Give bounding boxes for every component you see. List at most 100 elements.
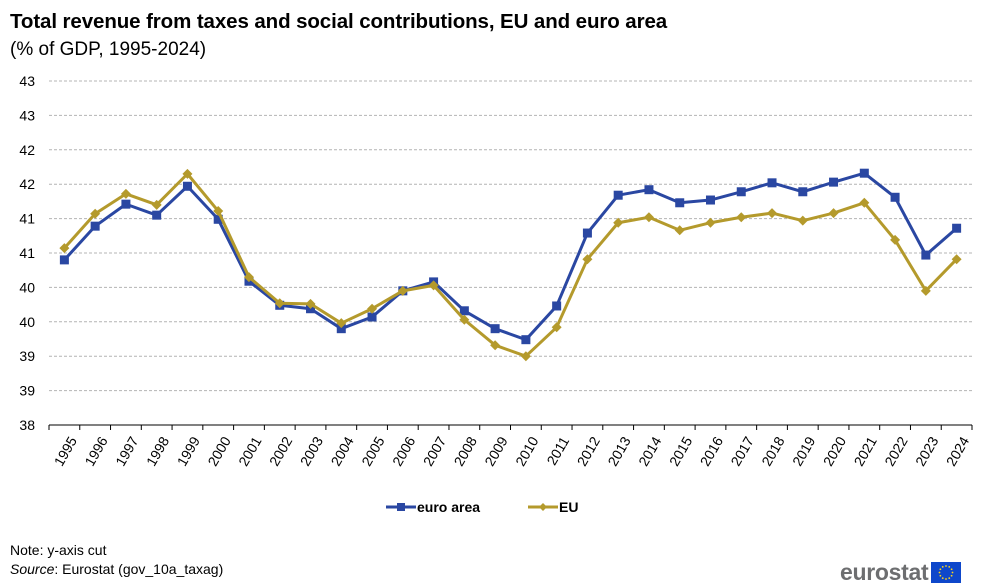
data-point [552, 301, 562, 311]
x-tick-label: 1995 [51, 434, 81, 469]
legend: euro area EU [386, 499, 578, 515]
x-tick-label: 2018 [758, 434, 788, 469]
data-point [336, 318, 347, 329]
data-point [336, 324, 346, 334]
x-tick-label: 1997 [112, 434, 142, 469]
chart-title: Total revenue from taxes and social cont… [10, 10, 668, 33]
data-point [521, 335, 531, 345]
data-point [243, 272, 254, 283]
flag-star [945, 565, 948, 567]
x-tick-label: 2012 [574, 434, 604, 469]
data-point [428, 280, 439, 291]
x-tick-label: 2007 [420, 434, 450, 469]
data-point [182, 181, 192, 191]
x-tick-label: 2020 [820, 434, 850, 469]
chart-source: Source: Eurostat (gov_10a_taxag) [10, 560, 223, 579]
x-axis: 1995 1996 1997 1998 1999 2000 2001 2002 2003 2004… [48, 424, 973, 469]
x-tick-label: 2008 [451, 434, 481, 469]
data-point [736, 187, 746, 197]
eu-flag-icon [931, 562, 962, 583]
x-tick-label: 1999 [174, 434, 204, 469]
flag-star [948, 565, 951, 568]
eurostat-logo-text: eurostat [840, 559, 929, 585]
flag-star [951, 568, 953, 571]
flag-star [939, 574, 942, 577]
x-tick-label: 2000 [204, 434, 234, 469]
data-point [551, 322, 562, 333]
data-point [213, 206, 224, 217]
data-point [952, 223, 962, 233]
data-point [705, 217, 716, 228]
legend-marker [397, 503, 405, 511]
y-tick-label: 41 [19, 245, 35, 261]
y-axis-tick-labels: 38 39 39 40 40 41 41 42 42 43 43 [19, 73, 35, 433]
data-point [736, 212, 747, 223]
flag-star [951, 574, 953, 577]
x-tick-label: 2003 [297, 434, 327, 469]
x-tick-label: 2024 [943, 434, 973, 469]
data-point [798, 187, 808, 197]
x-tick-label: 2009 [481, 434, 511, 469]
data-point [274, 298, 285, 309]
data-point [675, 198, 685, 208]
series-line [63, 171, 958, 342]
y-tick-label: 39 [19, 348, 35, 364]
flag-star [945, 578, 948, 580]
legend-label: EU [559, 499, 578, 515]
chart-note: Note: y-axis cut [10, 542, 107, 558]
flag-star [942, 577, 944, 580]
data-point [367, 312, 377, 322]
x-tick-label: 1996 [81, 434, 111, 469]
x-tick-label: 2023 [912, 434, 942, 469]
x-tick-label: 2017 [727, 434, 757, 469]
x-tick-label: 2002 [266, 434, 296, 469]
data-point [459, 314, 470, 325]
data-point [152, 210, 162, 220]
data-point [305, 298, 316, 309]
data-point [182, 168, 193, 179]
legend-item: EU [528, 499, 578, 515]
y-tick-label: 39 [19, 383, 35, 399]
data-point [90, 208, 101, 219]
data-point [644, 185, 654, 195]
series-line [63, 172, 958, 358]
y-tick-label: 38 [19, 417, 35, 433]
data-point [921, 250, 931, 260]
flag-star [951, 571, 954, 574]
data-point [767, 178, 777, 188]
x-tick-label: 1998 [143, 434, 173, 469]
legend-label: euro area [417, 499, 480, 515]
x-tick-label: 2004 [327, 434, 357, 469]
series-eu [59, 168, 962, 362]
x-tick-label: 2013 [604, 434, 634, 469]
data-point [397, 285, 408, 296]
data-point [643, 212, 654, 223]
x-tick-label: 2010 [512, 434, 542, 469]
flag-star [942, 565, 944, 568]
data-point [829, 177, 839, 187]
data-point [890, 234, 901, 245]
chart-subtitle: (% of GDP, 1995-2024) [10, 39, 207, 60]
x-tick-label: 2019 [789, 434, 819, 469]
y-tick-label: 42 [19, 176, 35, 192]
data-point [582, 228, 592, 238]
data-point [797, 215, 808, 226]
data-point [674, 225, 685, 236]
data-point [59, 255, 69, 265]
series-group [59, 168, 962, 362]
legend-item: euro area [386, 499, 480, 515]
data-point [613, 190, 623, 200]
data-point [151, 199, 162, 210]
data-point [582, 254, 593, 265]
source-text: : Eurostat (gov_10a_taxag) [54, 561, 224, 577]
data-point [90, 221, 100, 231]
source-label: Source [10, 561, 55, 577]
data-point [828, 208, 839, 219]
y-tick-label: 40 [19, 279, 35, 295]
data-point [705, 195, 715, 205]
x-tick-label: 2005 [358, 434, 388, 469]
data-point [459, 306, 469, 316]
y-tick-label: 41 [19, 211, 35, 227]
data-point [951, 254, 962, 265]
x-tick-label: 2014 [635, 434, 665, 469]
